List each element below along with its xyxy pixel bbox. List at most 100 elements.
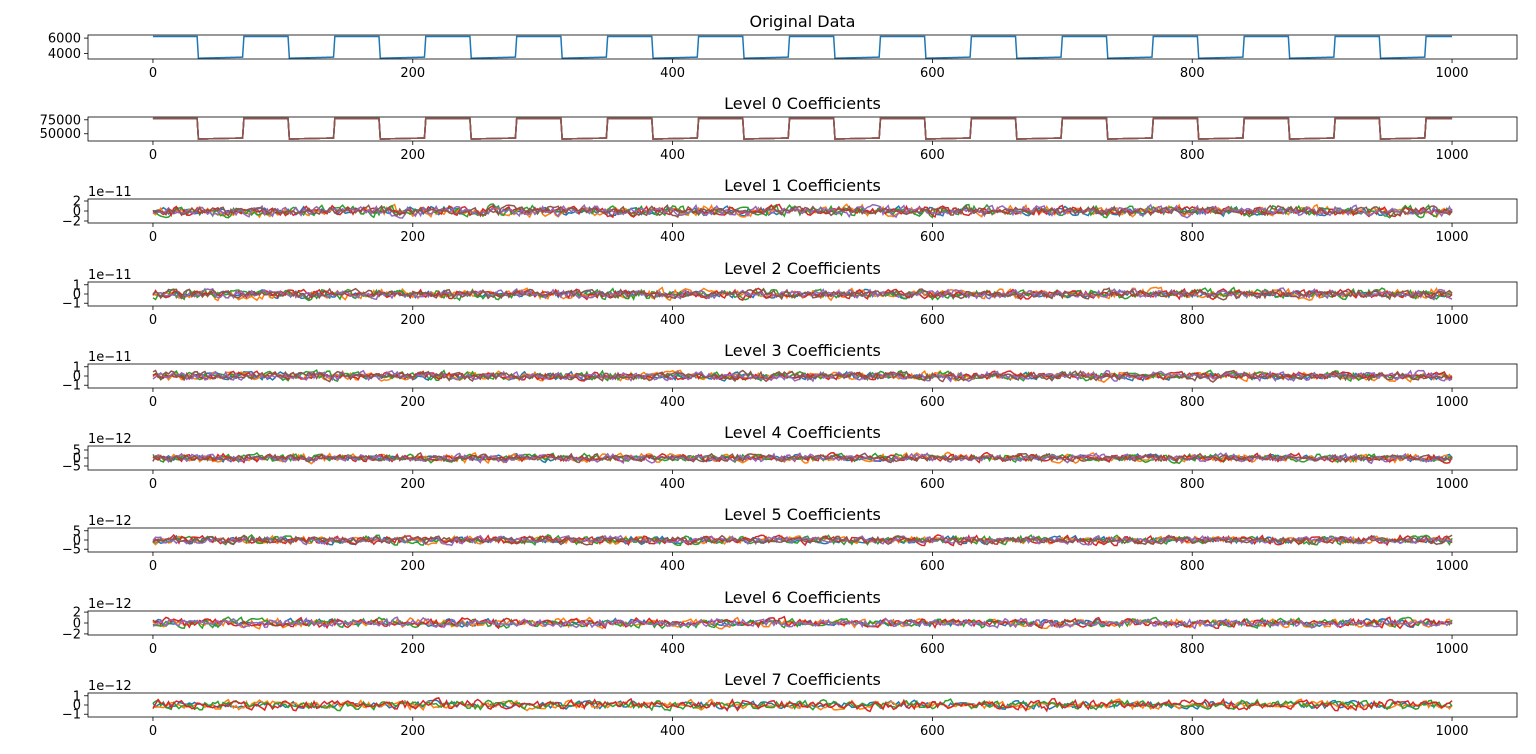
subplot-title: Level 2 Coefficients [724,259,881,278]
series-line-1 [152,117,1453,140]
series-line-3 [152,117,1453,140]
series-line-5 [152,287,1453,301]
x-tick-label: 0 [149,230,157,245]
y-offset-label: 1e−11 [88,185,132,200]
series-group [152,697,1453,713]
x-tick-label: 1000 [1435,724,1468,739]
x-tick-label: 200 [400,642,425,657]
series-line-4 [152,287,1453,301]
subplot-1: Level 0 Coefficients 0 200 400 600 800 1000 750… [40,94,1518,163]
x-tick-label: 800 [1180,559,1205,574]
y-tick-label: −2 [62,215,81,230]
y-tick-label: 6000 [48,32,81,47]
series-line-0 [152,117,1453,140]
x-tick-label: 600 [920,724,945,739]
series-group [152,35,1453,59]
x-tick-label: 600 [920,477,945,492]
x-tick-label: 600 [920,559,945,574]
series-line-5 [152,369,1453,383]
y-tick-label: 0 [73,288,81,303]
y-tick-label: 50000 [40,127,81,142]
y-tick-label: 0 [73,699,81,714]
x-tick-label: 400 [660,395,685,410]
y-tick-label: 0 [73,534,81,549]
series-line-4 [152,616,1453,630]
x-tick-label: 600 [920,395,945,410]
x-tick-label: 200 [400,559,425,574]
x-tick-label: 400 [660,477,685,492]
x-tick-label: 400 [660,148,685,163]
series-line-5 [152,117,1453,140]
series-line-4 [152,117,1453,140]
y-tick-label: 4000 [48,47,81,62]
y-tick-label: 0 [73,452,81,467]
x-tick-label: 1000 [1435,313,1468,328]
x-tick-label: 600 [920,66,945,81]
x-tick-label: 1000 [1435,148,1468,163]
x-tick-label: 400 [660,313,685,328]
subplot-title: Level 5 Coefficients [724,505,881,524]
x-tick-label: 800 [1180,148,1205,163]
subplot-title: Original Data [750,12,856,31]
x-tick-label: 400 [660,724,685,739]
x-tick-label: 0 [149,724,157,739]
series-group [152,368,1453,384]
x-tick-label: 0 [149,148,157,163]
y-offset-label: 1e−11 [88,268,132,283]
y-tick-label: −2 [62,627,81,642]
x-tick-label: 1000 [1435,477,1468,492]
x-tick-label: 0 [149,313,157,328]
y-tick-label: −5 [62,543,81,558]
x-tick-label: 0 [149,477,157,492]
series-line-2 [152,117,1453,140]
y-tick-label: −1 [62,379,81,394]
x-tick-label: 200 [400,395,425,410]
y-tick-label: 2 [73,606,81,621]
y-tick-label: −1 [62,297,81,312]
x-tick-label: 1000 [1435,559,1468,574]
subplot-title: Level 7 Coefficients [724,670,881,689]
x-tick-label: 0 [149,642,157,657]
series-group [152,286,1453,302]
x-tick-label: 0 [149,395,157,410]
series-line-4 [152,203,1453,219]
y-offset-label: 1e−12 [88,597,132,612]
x-tick-label: 800 [1180,66,1205,81]
x-tick-label: 200 [400,230,425,245]
series-line-5 [152,534,1453,546]
x-tick-label: 0 [149,559,157,574]
x-tick-label: 200 [400,724,425,739]
x-tick-label: 800 [1180,230,1205,245]
x-tick-label: 800 [1180,477,1205,492]
x-tick-label: 200 [400,477,425,492]
y-tick-label: −1 [62,708,81,723]
x-tick-label: 400 [660,66,685,81]
series-line-3 [152,370,1453,382]
y-tick-label: 75000 [40,113,81,128]
subplot-title: Level 6 Coefficients [724,588,881,607]
x-tick-label: 600 [920,230,945,245]
x-tick-label: 600 [920,313,945,328]
x-tick-label: 400 [660,642,685,657]
y-tick-label: 0 [73,617,81,632]
x-tick-label: 1000 [1435,66,1468,81]
x-tick-label: 800 [1180,313,1205,328]
series-group [152,533,1453,547]
x-tick-label: 800 [1180,395,1205,410]
series-line-5 [152,203,1453,219]
x-tick-label: 1000 [1435,230,1468,245]
y-offset-label: 1e−12 [88,679,132,694]
y-offset-label: 1e−11 [88,350,132,365]
series-group [152,203,1453,219]
x-tick-label: 200 [400,148,425,163]
subplot-title: Level 1 Coefficients [724,176,881,195]
x-tick-label: 600 [920,642,945,657]
x-tick-label: 1000 [1435,642,1468,657]
series-line-0 [152,35,1453,59]
